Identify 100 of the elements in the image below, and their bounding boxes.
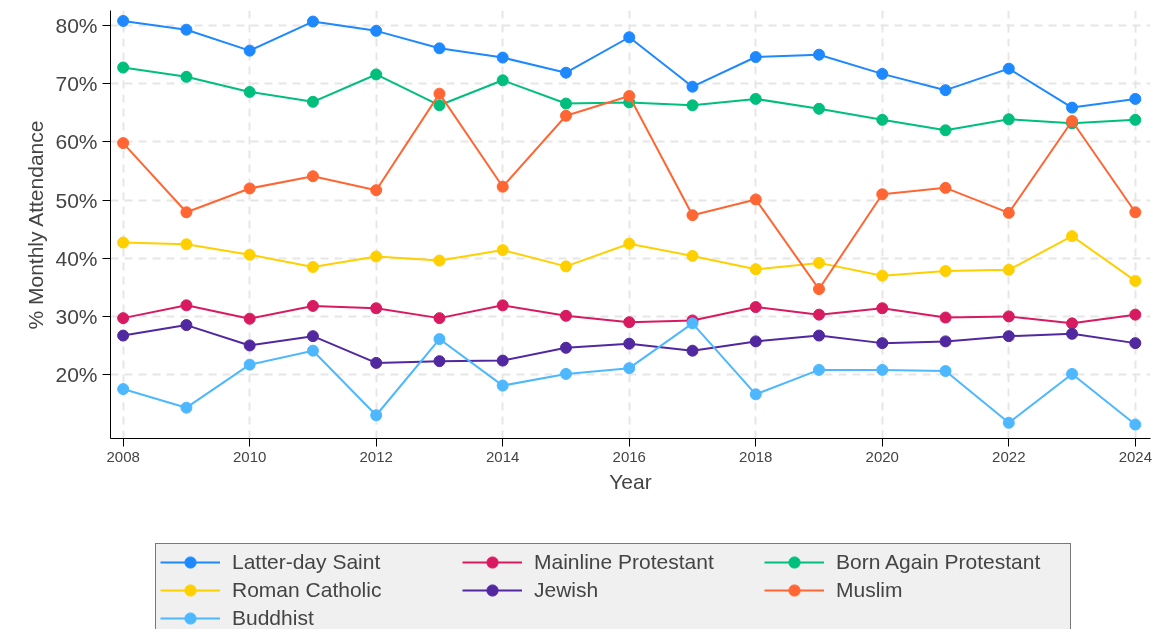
y-tick-label: 20% bbox=[55, 363, 98, 387]
point bbox=[180, 70, 193, 83]
point bbox=[749, 263, 762, 276]
point bbox=[370, 24, 383, 37]
point bbox=[813, 283, 826, 296]
point bbox=[876, 269, 889, 282]
x-tick-label: 2010 bbox=[232, 447, 267, 465]
point bbox=[117, 137, 130, 150]
legend-label: Jewish bbox=[534, 577, 600, 603]
point bbox=[1002, 310, 1015, 323]
point bbox=[243, 358, 256, 371]
point bbox=[749, 301, 762, 314]
point bbox=[1002, 113, 1015, 126]
legend-label: Muslim bbox=[836, 577, 904, 603]
point bbox=[623, 362, 636, 375]
point bbox=[559, 367, 572, 380]
x-tick-label: 2016 bbox=[612, 447, 646, 465]
point bbox=[559, 109, 572, 122]
x-tick-label: 2018 bbox=[739, 447, 773, 465]
point bbox=[370, 68, 383, 81]
point bbox=[559, 97, 572, 110]
point bbox=[813, 363, 826, 376]
point bbox=[243, 248, 256, 261]
point bbox=[433, 355, 446, 368]
point bbox=[1002, 330, 1015, 343]
legend-label: Mainline Protestant bbox=[534, 549, 715, 575]
point bbox=[939, 311, 952, 324]
point bbox=[306, 330, 319, 343]
point bbox=[686, 344, 699, 357]
point bbox=[939, 84, 952, 97]
point bbox=[1066, 327, 1079, 340]
point bbox=[180, 319, 193, 332]
point bbox=[306, 95, 319, 108]
x-tick-label: 2012 bbox=[359, 447, 393, 465]
point bbox=[306, 344, 319, 357]
point bbox=[496, 74, 509, 87]
point bbox=[939, 124, 952, 137]
point bbox=[1002, 263, 1015, 276]
point bbox=[813, 256, 826, 269]
point bbox=[623, 237, 636, 250]
point bbox=[939, 365, 952, 378]
point bbox=[749, 335, 762, 348]
point bbox=[939, 335, 952, 348]
point bbox=[1129, 92, 1142, 105]
point bbox=[749, 92, 762, 105]
point bbox=[876, 363, 889, 376]
point bbox=[749, 193, 762, 206]
point bbox=[243, 182, 256, 195]
y-tick-label: 70% bbox=[55, 72, 98, 96]
legend-label: Roman Catholic bbox=[232, 577, 383, 603]
y-tick-label: 60% bbox=[55, 130, 98, 154]
point bbox=[1129, 113, 1142, 126]
y-tick-label: 80% bbox=[55, 14, 98, 38]
point bbox=[306, 299, 319, 312]
x-tick-label: 2014 bbox=[486, 447, 520, 465]
y-tick-label: 50% bbox=[55, 188, 98, 212]
point bbox=[370, 409, 383, 422]
point bbox=[306, 260, 319, 273]
point bbox=[559, 260, 572, 273]
point bbox=[876, 337, 889, 350]
point bbox=[813, 48, 826, 61]
point bbox=[180, 206, 193, 219]
point bbox=[117, 236, 130, 249]
point bbox=[876, 188, 889, 201]
point bbox=[813, 102, 826, 115]
point bbox=[433, 333, 446, 346]
point bbox=[1129, 418, 1142, 431]
point bbox=[623, 337, 636, 350]
point bbox=[749, 51, 762, 64]
point bbox=[939, 181, 952, 194]
x-tick-label: 2020 bbox=[865, 447, 899, 465]
point bbox=[1066, 101, 1079, 114]
legend-label: Latter-day Saint bbox=[232, 549, 382, 575]
x-tick-label: 2024 bbox=[1118, 447, 1153, 465]
point bbox=[686, 209, 699, 222]
point bbox=[1129, 337, 1142, 350]
x-tick-label: 2022 bbox=[992, 447, 1026, 465]
point bbox=[433, 87, 446, 100]
point bbox=[243, 312, 256, 325]
point bbox=[749, 388, 762, 401]
point bbox=[939, 265, 952, 278]
point bbox=[180, 23, 193, 36]
point bbox=[370, 250, 383, 263]
point bbox=[1002, 62, 1015, 75]
point bbox=[813, 308, 826, 321]
point bbox=[1066, 317, 1079, 330]
point bbox=[117, 312, 130, 325]
legend-label: Born Again Protestant bbox=[836, 549, 1042, 575]
point bbox=[496, 244, 509, 257]
point bbox=[306, 170, 319, 183]
point bbox=[496, 379, 509, 392]
point bbox=[433, 254, 446, 267]
point bbox=[623, 316, 636, 329]
point bbox=[496, 354, 509, 367]
x-tick-label: 2008 bbox=[106, 447, 140, 465]
point bbox=[496, 299, 509, 312]
point bbox=[370, 184, 383, 197]
point bbox=[1129, 206, 1142, 219]
point bbox=[117, 61, 130, 74]
point bbox=[876, 113, 889, 126]
